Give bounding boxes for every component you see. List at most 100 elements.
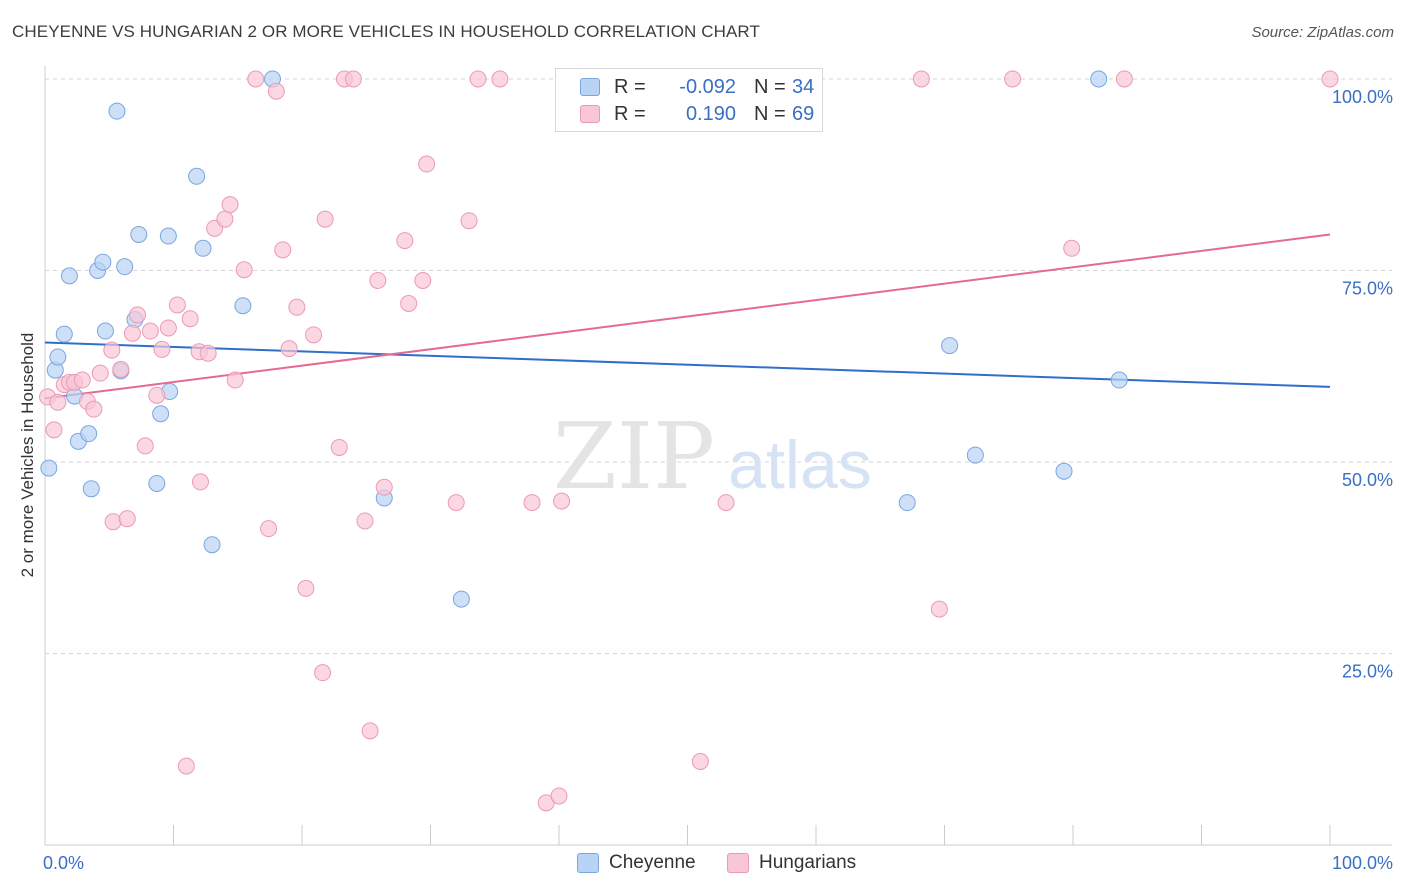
y-tick-label: 100.0% [1332,87,1393,107]
hungarian-point [1063,239,1081,257]
source-label: Source: ZipAtlas.com [1251,24,1394,41]
y-tick-label: 25.0% [1342,662,1393,682]
legend-n-label: N = [754,75,786,98]
hungarian-point [148,386,166,404]
hungarian-point [85,400,103,418]
legend-box: R = -0.092 N = 34 R = 0.190 N = 69 [555,68,823,132]
hungarian-point [314,664,332,682]
hungarian-point [1321,70,1339,88]
hungarian-point [191,473,209,491]
cheyenne-point [1110,371,1128,389]
bottom-legend-swatch-hungarians [727,853,749,873]
hungarian-point [396,232,414,250]
hungarian-point [216,210,234,228]
x-tick-label: 100.0% [1332,853,1393,873]
cheyenne-point [130,225,148,243]
cheyenne-point [82,480,100,498]
bottom-legend: Cheyenne Hungarians [0,852,1406,878]
hungarian-point [181,310,199,328]
hungarian-point [226,371,244,389]
hungarian-trend-line [44,233,1331,400]
legend-swatch-hungarians [580,105,600,123]
hungarian-point [912,70,930,88]
hungarian-point [361,722,379,740]
bottom-legend-cheyenne[interactable]: Cheyenne [577,852,696,874]
hungarian-point [418,155,436,173]
hungarian-point [460,212,478,230]
hungarian-point [247,70,265,88]
hungarian-point [469,70,487,88]
legend-row-cheyenne: R = -0.092 N = 34 [580,74,814,100]
legend-r-value: -0.092 [679,75,736,98]
tick-labels: 25.0% 50.0% 75.0% 100.0% 0.0% 100.0% [43,87,1393,873]
hungarian-point [141,322,159,340]
hungarian-point [447,494,465,512]
y-axis-label: 2 or more Vehicles in Household [18,332,37,578]
hungarian-point [168,296,186,314]
hungarian-point [316,210,334,228]
cheyenne-point [40,459,58,477]
hungarian-point [375,478,393,496]
hungarian-point [280,340,298,358]
cheyenne-point [452,590,470,608]
hungarian-point [330,438,348,456]
hungarian-point [305,326,323,344]
cheyenne-point [60,267,78,285]
legend-n-value: 69 [792,102,815,125]
cheyenne-point [116,258,134,276]
x-tick-label: 0.0% [43,853,84,873]
hungarian-point [1004,70,1022,88]
hungarian-point [235,261,253,279]
cheyenne-point [96,322,114,340]
hungarian-point [199,344,217,362]
bottom-legend-swatch-cheyenne [577,853,599,873]
hungarian-point [297,579,315,597]
cheyenne-point [1055,462,1073,480]
hungarian-point [123,324,141,342]
cheyenne-point [188,167,206,185]
cheyenne-point [966,446,984,464]
hungarian-point [400,294,418,312]
legend-r-label: R = [614,102,646,125]
hungarian-point [691,753,709,771]
hungarian-point [260,520,278,538]
legend-r-value: 0.190 [685,102,736,125]
legend-r-label: R = [614,75,646,98]
cheyenne-point [80,425,98,443]
legend-swatch-cheyenne [580,78,600,96]
legend-row-hungarians: R = 0.190 N = 69 [580,101,814,127]
hungarian-point [550,787,568,805]
cheyenne-point [148,474,166,492]
hungarian-point [491,70,509,88]
y-tick-label: 50.0% [1342,470,1393,490]
chart-title: CHEYENNE VS HUNGARIAN 2 OR MORE VEHICLES… [12,22,760,41]
cheyenne-point [55,325,73,343]
hungarian-point [414,271,432,289]
legend-n-value: 34 [792,75,815,98]
hungarian-point [103,341,121,359]
hungarian-point [717,494,735,512]
hungarian-point [49,393,67,411]
bottom-legend-label-hungarians: Hungarians [759,852,857,873]
hungarian-point [177,757,195,775]
bottom-legend-hungarians[interactable]: Hungarians [727,852,856,874]
cheyenne-point [108,102,126,120]
cheyenne-point [234,297,252,315]
hungarian-point [930,600,948,618]
hungarian-point [153,340,171,358]
watermark: ZIP atlas [553,403,872,510]
hungarian-point [274,241,292,259]
cheyenne-point [94,253,112,271]
bottom-legend-label-cheyenne: Cheyenne [609,852,696,873]
hungarian-point [1115,70,1133,88]
y-tick-label: 75.0% [1342,279,1393,299]
hungarian-point [159,319,177,337]
cheyenne-point [1090,70,1108,88]
legend-n-label: N = [754,102,786,125]
hungarian-point [221,196,239,214]
hungarian-point [344,70,362,88]
cheyenne-point [941,337,959,355]
data-points [39,70,1339,812]
cheyenne-point [152,405,170,423]
